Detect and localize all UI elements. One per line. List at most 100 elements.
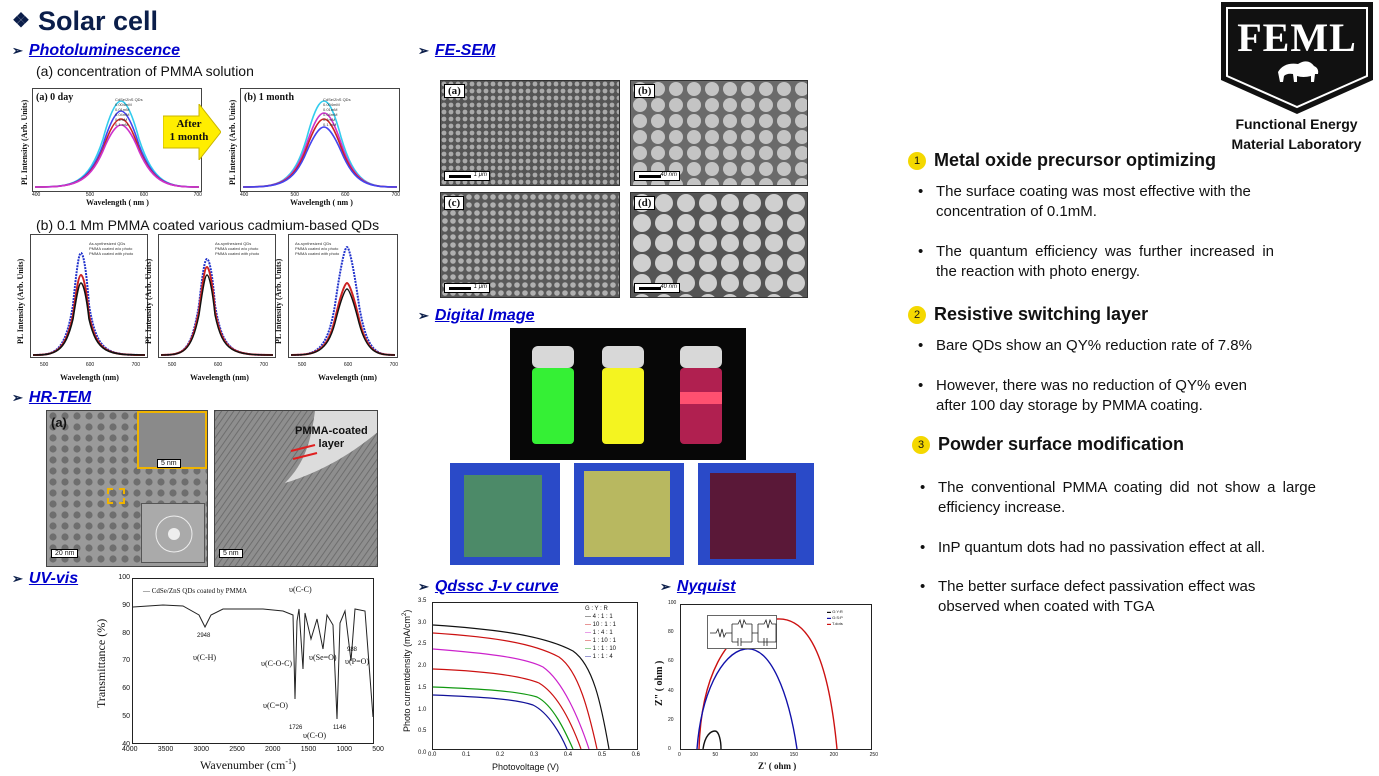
section-2-bullet-1: • Bare QDs show an QY% reduction rate of … — [918, 337, 1252, 354]
pl-chart-bottom-2: As-synthesized QDs PMMA coated w/o photo P… — [158, 234, 276, 358]
heading-section-2: 2 Resistive switching layer — [908, 304, 1148, 325]
pl-chart-bottom-3: As-synthesized QDs PMMA coated w/o photo P… — [288, 234, 398, 358]
pl-ylabel-bottom-1: PL Intensity (Arb. Units) — [16, 258, 25, 344]
nyquist-ylabel: Z" ( ohm ) — [654, 660, 665, 706]
pl-sub-a: (a) concentration of PMMA solution — [36, 63, 254, 79]
qd-film-green — [450, 463, 560, 565]
hrtem-image-right: PMMA-coated layer 5 nm — [214, 410, 378, 567]
section-fesem[interactable]: ➢ FE-SEM — [418, 42, 496, 59]
bullet-dot-icon: • — [920, 578, 926, 595]
nyquist-yticks: 100 80 60 40 20 0 — [668, 600, 677, 752]
arrow-bullet-icon: ➢ — [418, 308, 429, 323]
section-3-bullet-3: • The better surface defect passivation e… — [920, 578, 1256, 615]
uvvis-xticks: 4000 3500 3000 2500 2000 1500 1000 500 — [122, 746, 384, 753]
equivalent-circuit-inset — [707, 615, 777, 649]
jv-yticks: 3.5 3.0 2.5 2.0 1.5 1.0 0.5 0.0 — [418, 598, 427, 756]
arrow-bullet-icon: ➢ — [12, 571, 23, 586]
pl-chart-bottom-1: As-synthesized QDs PMMA coated w/o photo P… — [30, 234, 148, 358]
jv-curves — [432, 624, 610, 750]
pl-xlabel-b: Wavelength ( nm ) — [290, 198, 353, 207]
nyquist-chart: ▬ G:Y:R ▬ G:S:P ▬ T.dots — [680, 604, 872, 750]
pl-xlabel-a: Wavelength ( nm ) — [86, 198, 149, 207]
diamond-bullet-icon: ❖ — [12, 10, 30, 32]
pl-sub-b: (b) 0.1 Mm PMMA coated various cadmium-b… — [36, 217, 380, 233]
bullet-dot-icon: • — [920, 539, 926, 556]
pl-ylabel-a: PL Intensity (Arb. Units) — [20, 99, 29, 185]
uvvis-chart: — CdSe/ZnS QDs coated by PMMA 2948 υ(C-H… — [132, 578, 374, 744]
heading-section-3: 3 Powder surface modification — [912, 434, 1184, 455]
pl-ylabel-bottom-3: PL Intensity (Arb. Units) — [274, 258, 283, 344]
jv-legend: G : Y : R — 4 : 1 : 1 — 10 : 1 : 1 — 1 :… — [585, 606, 617, 660]
number-badge-3: 3 — [912, 436, 930, 454]
nyquist-xticks: 0 50 100 150 200 250 — [678, 752, 878, 758]
section-jv-curve[interactable]: ➢ Qdssc J-v curve — [418, 578, 559, 595]
pl-chart-1month: (b) 1 month CdSe/ZnS QDs 0.004mM 0.01mM 0.0… — [240, 88, 400, 192]
bullet-dot-icon: • — [918, 243, 924, 260]
section-hrtem[interactable]: ➢ HR-TEM — [12, 389, 92, 406]
feml-logo: FEML — [1218, 0, 1376, 118]
hrtem-panel-label: (a) — [51, 415, 67, 430]
sem-image-d: (d) 40 nm — [630, 192, 808, 298]
heading-section-1: 1 Metal oxide precursor optimizing — [908, 150, 1216, 171]
page-title: ❖ Solar cell — [12, 6, 159, 36]
pl-1month-curves — [242, 100, 398, 188]
arrow-bullet-icon: ➢ — [418, 579, 429, 594]
right-arrow-icon — [162, 102, 222, 162]
pl-ylabel-bottom-2: PL Intensity (Arb. Units) — [144, 258, 153, 344]
pl-xlabel-bottom-1: Wavelength (nm) — [60, 373, 119, 382]
hrtem-inset: 5 nm — [137, 411, 207, 469]
sem-image-b: (b) 40 nm — [630, 80, 808, 186]
arrow-bullet-icon: ➢ — [12, 43, 23, 58]
after-1-month-arrow: After 1 month — [162, 102, 222, 162]
logo-text: FEML — [1237, 15, 1357, 60]
section-1-bullet-2: • The quantum efficiency was further incr… — [918, 243, 1274, 280]
section-digital-image[interactable]: ➢ Digital Image — [418, 307, 535, 324]
number-badge-1: 1 — [908, 152, 926, 170]
section-uvvis[interactable]: ➢ UV-vis — [12, 570, 79, 587]
logo-caption: Functional Energy Material Laboratory — [1231, 116, 1362, 152]
jv-xticks: 0.0 0.1 0.2 0.3 0.4 0.5 0.6 — [428, 752, 640, 758]
pmma-layer-label: PMMA-coated layer — [295, 425, 368, 450]
number-badge-2: 2 — [908, 306, 926, 324]
qd-vials-photo — [510, 328, 746, 460]
bullet-dot-icon: • — [918, 183, 924, 200]
section-2-bullet-2: • However, there was no reduction of QY% … — [918, 377, 1248, 414]
sem-image-a: (a) 1 μm — [440, 80, 620, 186]
section-photoluminescence[interactable]: ➢ Photoluminescence — [12, 42, 181, 59]
feml-shield-icon — [1221, 2, 1373, 114]
pl-panel-b-label: (b) 1 month — [244, 92, 295, 103]
section-3-bullet-1: • The conventional PMMA coating did not s… — [920, 479, 1316, 516]
uvvis-yticks: 100 90 80 70 60 50 40 — [118, 574, 130, 748]
jv-chart: G : Y : R — 4 : 1 : 1 — 10 : 1 : 1 — 1 :… — [432, 602, 638, 750]
pl-ylabel-b: PL Intensity (Arb. Units) — [228, 99, 237, 185]
nyquist-xlabel: Z' ( ohm ) — [758, 761, 797, 771]
pl-panel-a-label: (a) 0 day — [36, 92, 74, 103]
pl-xticks-b: 400 500 600 700 — [240, 192, 400, 198]
hrtem-image-left: (a) 5 nm 20 nm — [46, 410, 208, 567]
pl-xlabel-bottom-3: Wavelength (nm) — [318, 373, 377, 382]
section-nyquist[interactable]: ➢ Nyquist — [660, 578, 736, 595]
arrow-bullet-icon: ➢ — [12, 390, 23, 405]
pl-legend-top-b: CdSe/ZnS QDs 0.004mM 0.01mM 0.04mM 0.1mM 0.1 … — [323, 97, 351, 127]
qd-film-yellow — [574, 463, 684, 565]
qd-film-red — [698, 463, 814, 565]
pl-0day-curves — [34, 100, 200, 188]
sem-image-c: (c) 1 μm — [440, 192, 620, 298]
bullet-dot-icon: • — [920, 479, 926, 496]
uvvis-curve — [132, 604, 374, 720]
arrow-bullet-icon: ➢ — [660, 579, 671, 594]
section-1-bullet-1: • The surface coating was most effective … — [918, 183, 1251, 220]
section-3-bullet-2: • InP quantum dots had no passivation eff… — [920, 539, 1266, 556]
arrow-bullet-icon: ➢ — [418, 43, 429, 58]
nyquist-curves — [696, 618, 838, 750]
bullet-dot-icon: • — [918, 337, 924, 354]
pl-xlabel-bottom-2: Wavelength (nm) — [190, 373, 249, 382]
pl-xticks-a: 400 500 600 700 — [32, 192, 202, 198]
nyquist-legend: ▬ G:Y:R ▬ G:S:P ▬ T.dots — [827, 609, 843, 626]
jv-ylabel: Photo currentdensity (mA/cm2) — [402, 609, 412, 732]
uvvis-xlabel: Wavenumber (cm-1) — [200, 757, 297, 772]
uvvis-legend: — CdSe/ZnS QDs coated by PMMA — [143, 587, 248, 595]
hrtem-diffraction-inset — [141, 503, 205, 563]
pl-legend-top-a: CdSe/ZnS QDs 0.004mM 0.01mM 0.04mM 0.1mM 0.1 … — [115, 97, 143, 127]
jv-xlabel: Photovoltage (V) — [492, 762, 560, 772]
